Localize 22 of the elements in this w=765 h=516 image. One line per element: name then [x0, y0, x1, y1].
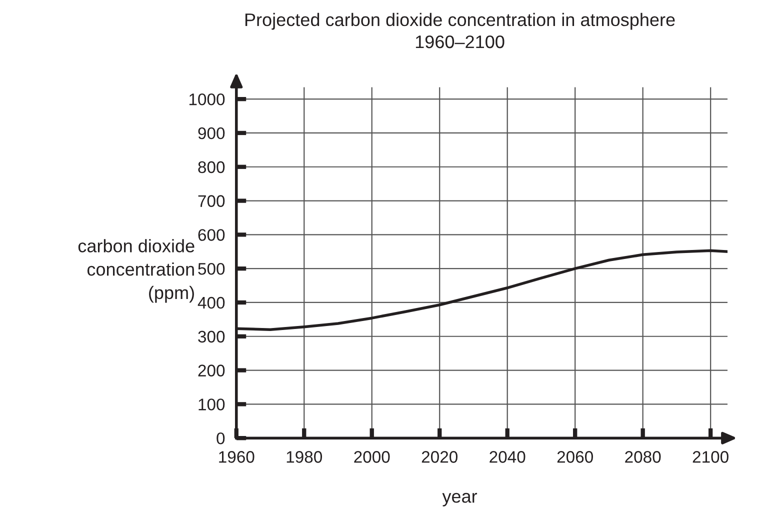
y-tick-label: 100: [198, 398, 225, 410]
x-tick-label: 2040: [490, 451, 526, 463]
y-tick-label: 400: [198, 296, 225, 309]
x-tick-label: 2100: [692, 451, 728, 463]
y-tick-label: 900: [198, 127, 225, 140]
y-tick-label: 700: [198, 195, 225, 207]
x-tick-label: 2080: [625, 451, 661, 463]
y-axis-title: carbon dioxide concentration (ppm): [78, 239, 194, 303]
y-tick-label: 300: [198, 330, 225, 343]
y-tick-label: 800: [198, 161, 225, 174]
y-tick-label: 1000: [189, 93, 225, 106]
x-tick-label: 1960: [219, 451, 254, 463]
y-tick-label: 600: [198, 229, 225, 241]
x-tick-label: 2060: [557, 451, 593, 463]
y-tick-label: 500: [198, 262, 225, 275]
x-tick-label: 2020: [422, 451, 458, 463]
x-axis-title: year: [442, 492, 478, 506]
x-tick-label: 2000: [354, 451, 390, 463]
y-tick-label: 200: [198, 364, 225, 376]
y-tick-label: 0: [216, 432, 225, 444]
x-tick-label: 1980: [286, 451, 322, 463]
chart-title: Projected carbon dioxide concentration in atmosphere 1960–2100: [245, 12, 675, 48]
